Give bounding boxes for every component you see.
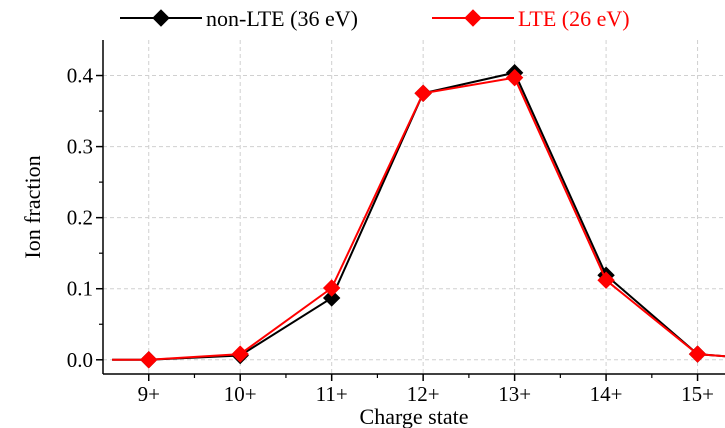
data-point (322, 289, 341, 307)
x-tick-label: 12+ (407, 382, 440, 406)
tick-labels: 0.0 0.1 0.2 0.3 0.4 9+ 10+ 11+ 12+ 13+ 14+ 15+ (67, 64, 714, 406)
series-line (112, 76, 725, 361)
legend: non-LTE (36 eV) LTE (26 eV) (120, 6, 630, 31)
legend-label: LTE (26 eV) (518, 6, 630, 31)
legend-marker (464, 9, 482, 27)
y-tick-label: 0.4 (67, 64, 94, 88)
legend-marker (152, 9, 170, 27)
data-point (505, 68, 524, 87)
data-point (231, 345, 249, 363)
x-tick-label: 10+ (224, 382, 257, 406)
y-axis-title: Ion fraction (20, 155, 45, 258)
series-1 (112, 68, 725, 369)
x-tick-label: 9+ (138, 382, 160, 406)
series-line (112, 71, 725, 361)
axes (96, 40, 725, 381)
x-tick-label: 11+ (316, 382, 348, 406)
series-layer (112, 63, 725, 369)
data-point (414, 84, 432, 103)
legend-label: non-LTE (36 eV) (206, 6, 358, 31)
x-tick-label: 14+ (590, 382, 623, 406)
y-tick-label: 0.1 (67, 277, 93, 301)
legend-item-0: non-LTE (36 eV) (120, 6, 358, 31)
data-point (597, 271, 615, 289)
series-0 (112, 63, 725, 369)
x-tick-label: 13+ (498, 382, 531, 406)
data-point (322, 279, 341, 297)
x-tick-label: 15+ (681, 382, 714, 406)
x-axis-title: Charge state (360, 404, 469, 428)
legend-item-1: LTE (26 eV) (432, 6, 630, 31)
data-point (688, 345, 707, 363)
y-tick-label: 0.3 (67, 135, 93, 159)
y-tick-label: 0.0 (67, 348, 93, 372)
data-point (140, 351, 158, 369)
y-tick-label: 0.2 (67, 206, 93, 230)
grid-lines (103, 40, 725, 374)
